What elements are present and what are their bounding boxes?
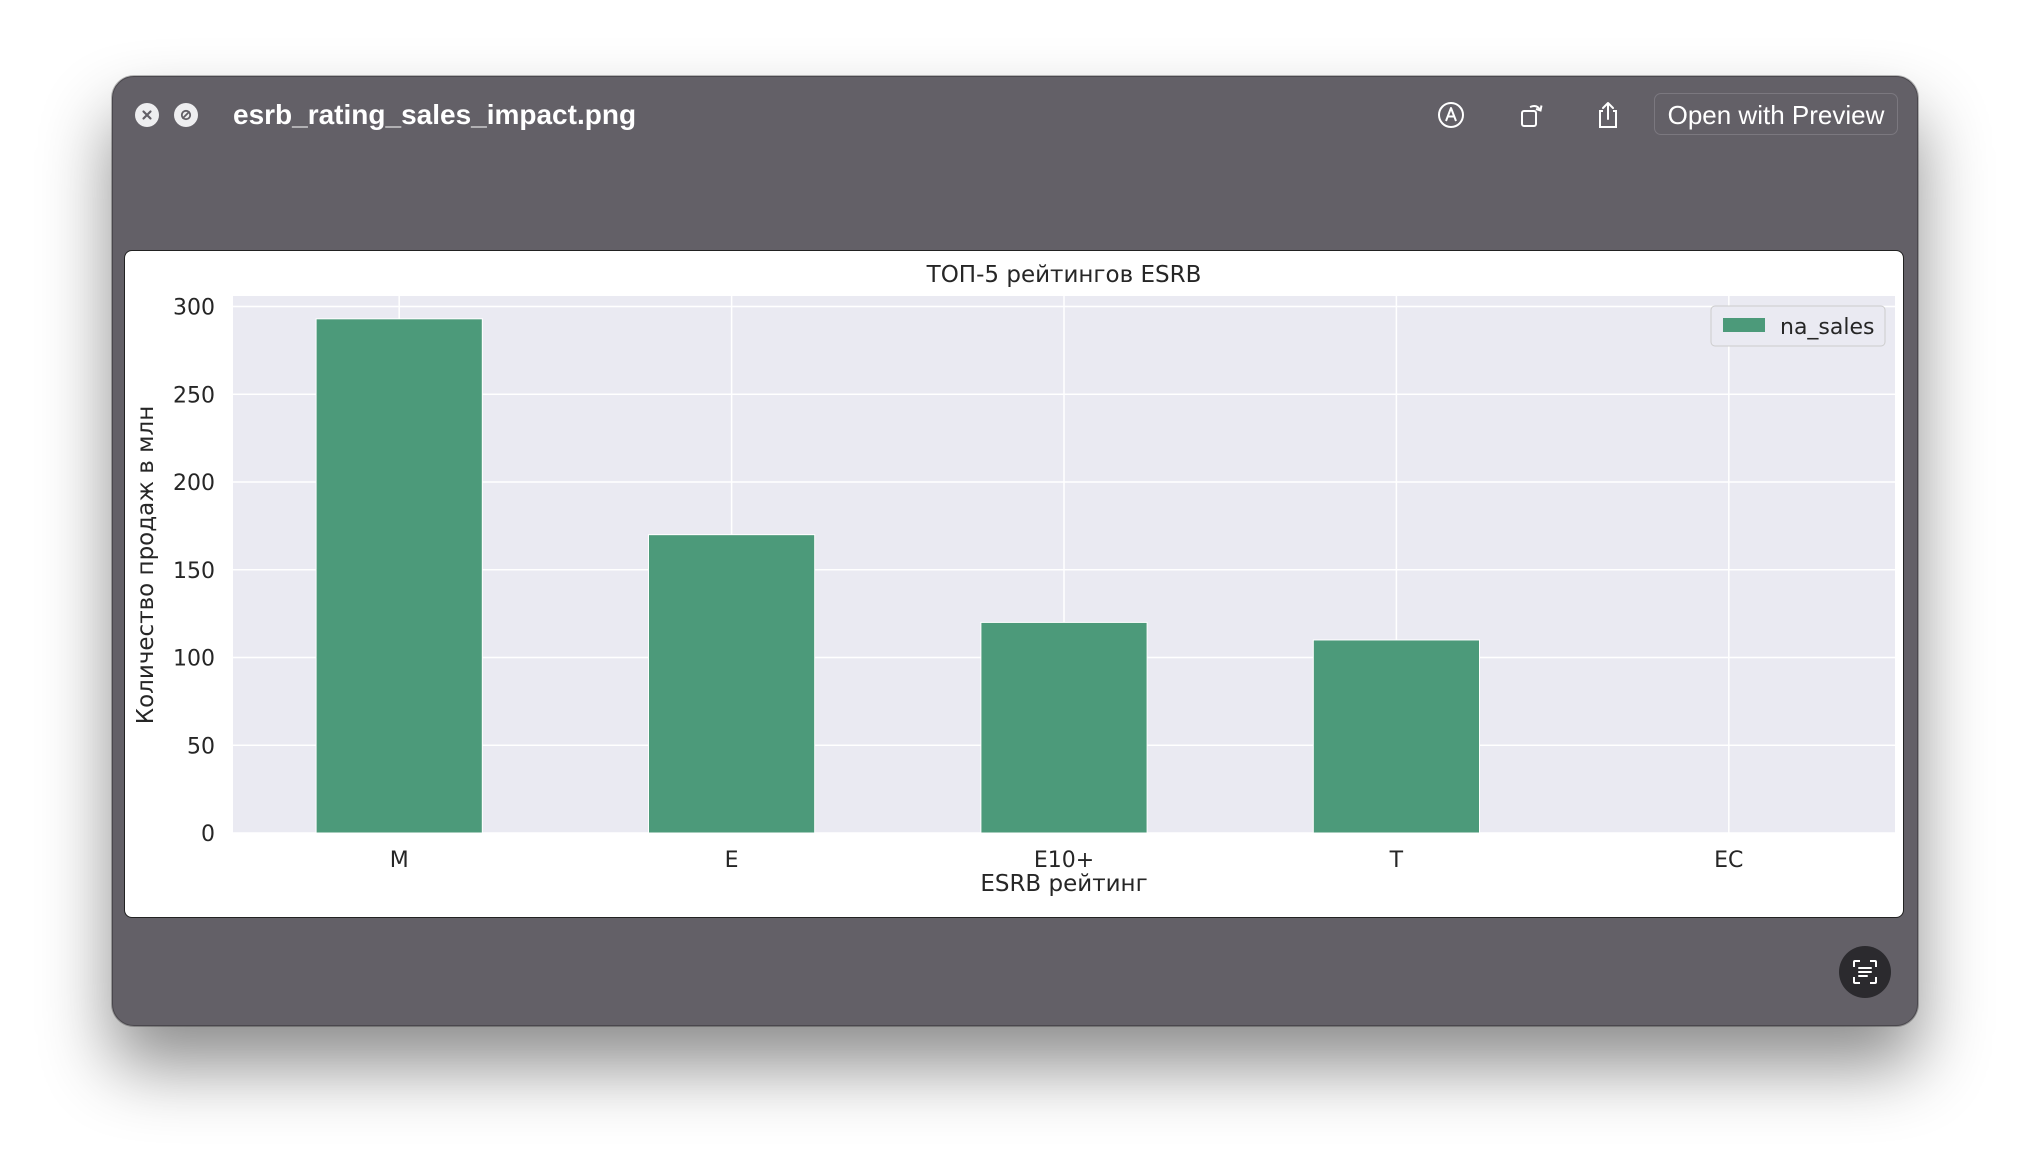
x-tick-label: T — [1389, 848, 1404, 873]
open-with-preview-button[interactable]: Open with Preview — [1654, 93, 1898, 135]
hide-button[interactable] — [174, 103, 198, 127]
window-title: esrb_rating_sales_impact.png — [233, 99, 637, 130]
x-tick-label: EC — [1714, 848, 1743, 873]
bar-E10+ — [980, 621, 1148, 834]
y-tick-label: 200 — [173, 471, 215, 496]
x-tick-label: E10+ — [1034, 848, 1094, 873]
hide-icon — [180, 109, 192, 121]
y-axis-label: Количество продаж в млн — [133, 406, 159, 724]
share-button[interactable] — [1588, 95, 1628, 135]
legend-box — [1710, 305, 1886, 347]
y-tick-label: 300 — [173, 296, 215, 321]
legend: na_sales — [1710, 305, 1886, 347]
title-bar: esrb_rating_sales_impact.png Open with P… — [113, 77, 1917, 153]
bar-T — [1312, 639, 1481, 834]
close-icon — [142, 110, 152, 120]
y-tick-label: 0 — [201, 822, 215, 847]
x-tick-label: E — [725, 848, 739, 873]
legend-swatch — [1723, 318, 1765, 332]
bar-E — [648, 534, 816, 834]
quicklook-window: esrb_rating_sales_impact.png Open with P… — [112, 76, 1918, 1026]
y-tick-label: 250 — [173, 383, 215, 408]
bar-M — [315, 318, 483, 834]
markup-button[interactable] — [1431, 95, 1471, 135]
y-tick-label: 150 — [173, 559, 215, 584]
close-button[interactable] — [135, 103, 159, 127]
legend-label: na_sales — [1780, 315, 1874, 340]
x-tick-label: M — [390, 848, 409, 873]
y-tick-label: 100 — [173, 647, 215, 672]
markup-icon — [1438, 102, 1464, 128]
x-axis-label: ESRB рейтинг — [980, 871, 1147, 897]
live-text-icon — [1853, 960, 1877, 984]
rotate-button[interactable] — [1511, 95, 1551, 135]
image-preview: ТОП-5 рейтингов ESRB 0 50 100 150 200 250 300 … — [124, 250, 1904, 918]
live-text-button[interactable] — [1839, 946, 1891, 998]
chart-title: ТОП-5 рейтингов ESRB — [926, 262, 1202, 288]
rotate-icon — [1521, 105, 1543, 127]
y-tick-label: 50 — [187, 734, 215, 759]
share-icon — [1599, 102, 1617, 128]
bar-chart: ТОП-5 рейтингов ESRB 050100150200250300 … — [133, 262, 1895, 897]
